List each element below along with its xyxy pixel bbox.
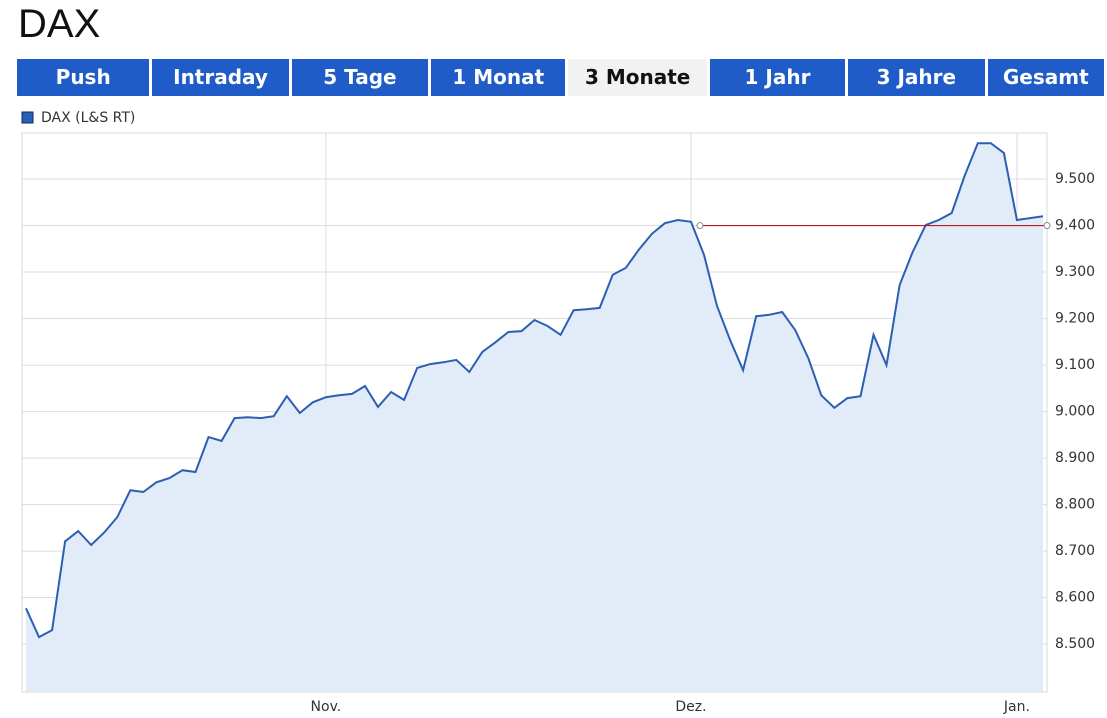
tab[interactable]: 3 Monate	[568, 59, 707, 96]
y-tick-label: 8.500	[1055, 636, 1095, 652]
tab-bar: Push Intraday 5 Tage 1 Monat 3 Monate 1 Jahr 3…	[17, 59, 1107, 96]
y-tick-label: 9.400	[1055, 218, 1095, 234]
tab[interactable]: Push	[17, 59, 150, 96]
area-fill	[26, 143, 1043, 692]
y-tick-label: 9.100	[1055, 357, 1095, 373]
tab[interactable]: 5 Tage	[291, 59, 429, 96]
y-tick-label: 9.300	[1055, 264, 1095, 280]
legend-label: DAX (L&S RT)	[41, 110, 135, 126]
y-tick-label: 9.200	[1055, 311, 1095, 327]
x-tick-label: Dez.	[675, 699, 706, 715]
y-tick-label: 8.700	[1055, 543, 1095, 559]
reference-marker	[696, 222, 704, 230]
tab[interactable]: 1 Jahr	[709, 59, 846, 96]
y-tick-label: 9.000	[1055, 404, 1095, 420]
x-tick-label: Jan.	[1003, 699, 1030, 715]
tab[interactable]: Gesamt	[987, 59, 1104, 96]
page-title: DAX	[18, 2, 101, 46]
y-tick-label: 8.800	[1055, 497, 1095, 513]
y-tick-label: 8.900	[1055, 450, 1095, 466]
y-tick-label: 8.600	[1055, 590, 1095, 606]
x-tick-label: Nov.	[311, 699, 342, 715]
tab[interactable]: 1 Monat	[431, 59, 566, 96]
y-tick-label: 9.500	[1055, 171, 1095, 187]
tab[interactable]: 3 Jahre	[848, 59, 985, 96]
legend-swatch	[21, 111, 34, 124]
reference-marker	[1043, 222, 1051, 230]
line	[25, 142, 1044, 639]
tab[interactable]: Intraday	[152, 59, 289, 96]
